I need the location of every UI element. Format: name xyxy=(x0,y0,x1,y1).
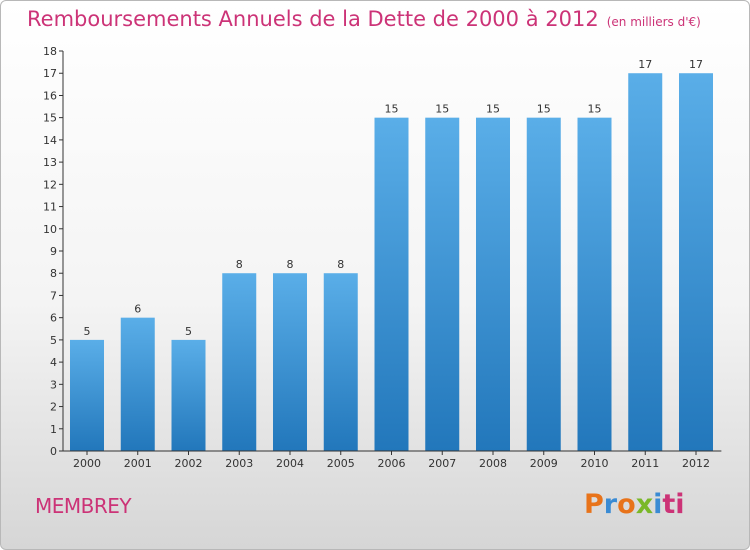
y-tick-label: 5 xyxy=(50,334,57,347)
logo-letter: P xyxy=(584,489,604,520)
y-tick-label: 0 xyxy=(50,445,57,458)
x-axis: 2000 2001 2002 2003 2004 2005 2006 2007 2008 2009… xyxy=(63,450,722,470)
y-tick-label: 10 xyxy=(43,223,57,236)
logo-letter: ti xyxy=(662,489,685,520)
bar-value-label: 15 xyxy=(537,103,551,116)
bar xyxy=(70,339,104,451)
x-tick-label: 2000 xyxy=(73,457,101,470)
x-tick-label: 2004 xyxy=(276,457,304,470)
bar-value-label: 6 xyxy=(134,303,141,316)
bar xyxy=(679,73,713,451)
bar-value-label: 15 xyxy=(385,103,399,116)
bar xyxy=(222,273,257,451)
y-tick-label: 9 xyxy=(50,245,57,258)
bar-value-label: 5 xyxy=(84,325,91,338)
x-tick-label: 2011 xyxy=(631,457,659,470)
bar xyxy=(476,117,510,452)
chart-unit: (en milliers d'€) xyxy=(606,15,701,29)
bar xyxy=(120,317,155,451)
x-tick-label: 2010 xyxy=(581,457,609,470)
bar xyxy=(273,273,307,451)
logo-letter: r xyxy=(603,489,618,520)
x-tick-label: 2008 xyxy=(479,457,507,470)
bar-value-label: 15 xyxy=(588,103,602,116)
proxiti-logo[interactable]: Proxiti xyxy=(584,489,685,520)
x-tick-label: 2001 xyxy=(124,457,152,470)
chart-title: Remboursements Annuels de la Dette de 20… xyxy=(27,7,701,31)
x-tick-label: 2003 xyxy=(225,457,253,470)
x-tick-label: 2006 xyxy=(378,457,406,470)
y-tick-label: 15 xyxy=(43,112,57,125)
y-tick-label: 18 xyxy=(43,45,57,58)
y-tick-label: 7 xyxy=(50,289,57,302)
x-tick-label: 2012 xyxy=(682,457,710,470)
bar-value-label: 8 xyxy=(287,258,294,271)
y-tick-label: 2 xyxy=(50,401,57,414)
chart-title-text: Remboursements Annuels de la Dette de 20… xyxy=(27,7,599,31)
commune-name: MEMBREY xyxy=(35,494,132,518)
y-tick-label: 14 xyxy=(43,134,57,147)
x-tick-label: 2007 xyxy=(428,457,456,470)
bar xyxy=(425,117,460,452)
y-tick-label: 1 xyxy=(50,423,57,436)
logo-letter: i xyxy=(653,489,663,520)
y-tick-label: 6 xyxy=(50,312,57,325)
y-tick-label: 8 xyxy=(50,267,57,280)
y-tick-label: 11 xyxy=(43,201,57,214)
bar xyxy=(171,339,206,451)
x-tick-label: 2009 xyxy=(530,457,558,470)
bar xyxy=(577,117,612,452)
y-tick-label: 16 xyxy=(43,89,57,102)
y-tick-label: 13 xyxy=(43,156,57,169)
logo-letter: x xyxy=(635,489,654,520)
y-tick-label: 17 xyxy=(43,67,57,80)
bar xyxy=(628,73,663,451)
logo-letter: o xyxy=(617,489,636,520)
bar xyxy=(374,117,409,452)
bar-value-label: 15 xyxy=(435,103,449,116)
bar-value-label: 17 xyxy=(638,58,652,71)
bar-value-label: 8 xyxy=(236,258,243,271)
y-tick-label: 4 xyxy=(50,356,57,369)
x-tick-label: 2002 xyxy=(175,457,203,470)
bars: 5 6 5 8 8 8 15 15 15 15 15 17 17 xyxy=(70,58,713,452)
bar-value-label: 8 xyxy=(337,258,344,271)
y-tick-label: 3 xyxy=(50,378,57,391)
bar-value-label: 15 xyxy=(486,103,500,116)
bar xyxy=(323,273,358,451)
y-tick-label: 12 xyxy=(43,178,57,191)
bar-value-label: 5 xyxy=(185,325,192,338)
bar-value-label: 17 xyxy=(689,58,703,71)
bar xyxy=(526,117,561,452)
x-tick-label: 2005 xyxy=(327,457,355,470)
